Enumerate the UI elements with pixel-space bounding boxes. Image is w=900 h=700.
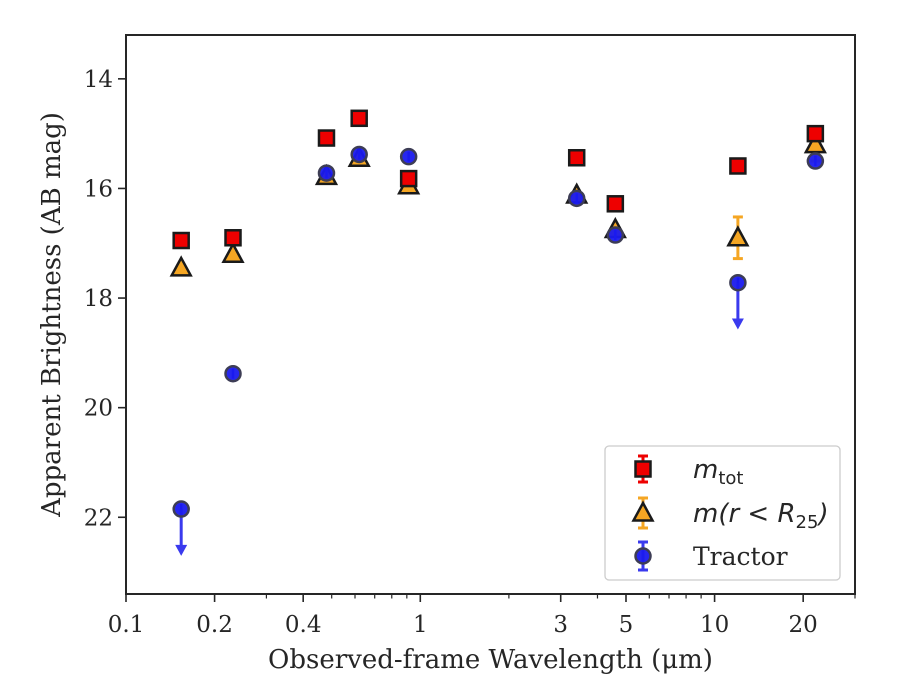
data-point [317,164,336,182]
data-point [567,149,586,167]
data-point [606,195,625,213]
data-point [172,500,190,518]
legend-marker [634,547,652,565]
series-square [172,109,825,250]
legend-label: mtot [693,455,743,489]
upper-limit-arrowhead [731,318,744,330]
plot-frame [125,34,856,595]
data-point [806,152,825,170]
data-point [350,109,368,128]
data-point [169,255,193,277]
data-point [224,229,242,247]
y-tick-label: 18 [84,286,113,312]
legend-entry: mtot [634,454,743,489]
y-tick-label: 16 [84,176,113,202]
x-axis-title: Observed-frame Wavelength (μm) [268,645,713,675]
legend-entry: Tractor [634,540,788,572]
y-tick-label: 14 [84,67,113,93]
legend: mtot m(r < R25) Tractor [604,445,841,581]
y-tick-label: 20 [84,396,113,422]
legend-marker [631,500,655,522]
data-point [399,169,418,188]
upper-limit-arrowhead [175,544,188,556]
data-point [567,189,586,208]
legend-marker [634,460,652,478]
ticks-layer: 0.1 0.2 0.4 1 3 5 10 20 14 16 18 20 22 [84,67,856,638]
series-circle [172,145,825,556]
legend-entry: m(r < R25) [631,496,829,533]
x-tick-label: 20 [789,612,818,638]
data-point [806,124,825,143]
y-tick-label: 22 [84,505,113,531]
data-point [729,273,747,292]
data-point [224,364,242,383]
x-tick-label: 0.2 [196,612,233,638]
marks-layer [169,109,827,556]
x-tick-label: 0.4 [285,612,322,638]
data-point [221,241,245,263]
data-point [803,131,827,154]
data-point [606,226,625,244]
x-tick-label: 3 [553,612,568,638]
data-point [729,157,747,175]
data-point [399,147,418,166]
x-tick-label: 10 [700,612,729,638]
x-tick-label: 1 [413,612,428,638]
legend-box [604,445,841,581]
data-point [172,231,190,250]
data-point [317,129,336,147]
data-point [726,225,750,247]
legend-label: m(r < R25) [693,499,829,533]
y-axis-title: Apparent Brightness (AB mag) [37,112,67,518]
x-tick-label: 5 [619,612,634,638]
legend-label: Tractor [693,542,788,571]
data-point [350,145,368,164]
x-tick-label: 0.1 [108,612,145,638]
